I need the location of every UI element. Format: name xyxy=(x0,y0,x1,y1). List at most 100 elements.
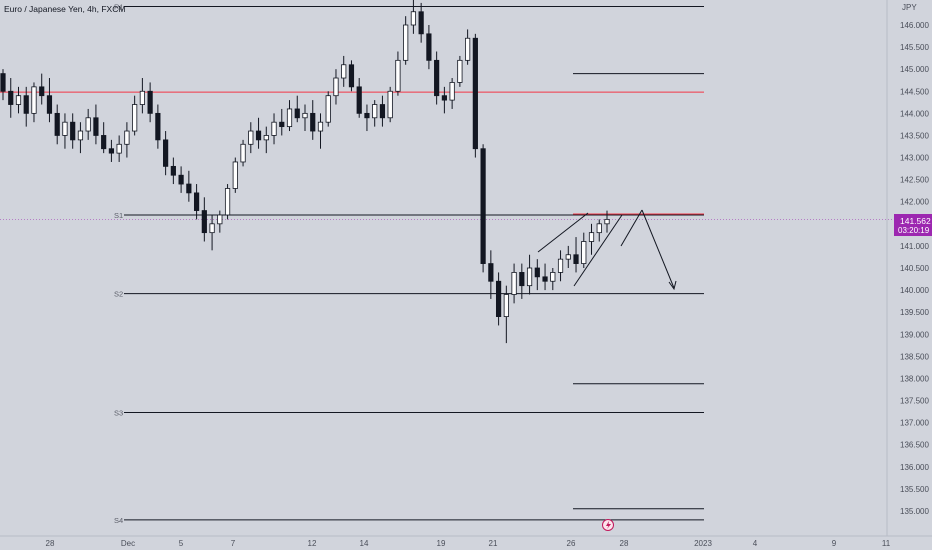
candle xyxy=(163,131,169,176)
price-tick-label: 144.500 xyxy=(900,87,929,96)
candle xyxy=(0,69,6,101)
candle xyxy=(434,51,440,105)
candle xyxy=(410,0,417,34)
time-tick-label: 26 xyxy=(567,539,576,548)
candle xyxy=(217,210,223,233)
candle xyxy=(39,73,45,105)
time-tick-label: 11 xyxy=(882,539,891,548)
candle xyxy=(441,86,447,114)
price-tick-label: 139.500 xyxy=(900,308,929,317)
candle xyxy=(101,122,107,154)
drawings[interactable] xyxy=(537,209,677,291)
time-tick-label: 12 xyxy=(308,539,317,548)
candle xyxy=(550,268,556,291)
candle xyxy=(387,86,393,123)
candle xyxy=(372,100,378,127)
candle xyxy=(178,166,184,193)
candle xyxy=(557,250,564,282)
current-price-badge xyxy=(894,214,932,236)
candle xyxy=(302,104,308,132)
price-tick-label: 142.000 xyxy=(900,198,929,207)
time-tick-label: 28 xyxy=(620,539,629,548)
pivot-label-s3: S3 xyxy=(114,408,123,417)
pivot-label-s2: S2 xyxy=(114,290,123,299)
candle xyxy=(588,223,595,255)
time-tick-label: 5 xyxy=(179,539,184,548)
time-tick-label: 21 xyxy=(489,539,498,548)
price-tick-label: 135.000 xyxy=(900,507,929,516)
candle xyxy=(139,78,145,114)
candle xyxy=(581,232,587,268)
candle xyxy=(170,157,176,185)
price-tick-label: 141.000 xyxy=(900,242,929,251)
currency-label: JPY xyxy=(902,3,917,12)
lightning-icon[interactable] xyxy=(602,519,614,531)
candle xyxy=(209,214,215,251)
candle xyxy=(54,104,60,145)
candle xyxy=(465,29,471,65)
current-price: 141.562 xyxy=(900,216,931,226)
price-tick-label: 145.000 xyxy=(900,65,929,74)
candle xyxy=(77,122,84,154)
price-scale[interactable]: JPY 146.000 145.500 145.000 144.500 144.000 1… xyxy=(886,0,932,536)
price-tick-label: 143.500 xyxy=(900,131,929,140)
candle xyxy=(341,55,347,87)
arrow-head-icon xyxy=(668,280,677,291)
candle xyxy=(534,259,540,291)
time-tick-label: 2023 xyxy=(694,539,712,548)
candle xyxy=(542,263,548,291)
price-tick-label: 143.000 xyxy=(900,154,929,163)
time-scale[interactable]: 28 Dec 5 7 12 14 19 21 26 28 2023 4 9 11 xyxy=(0,535,932,548)
candle xyxy=(457,55,463,87)
projection-up-leg[interactable] xyxy=(620,209,643,247)
candle xyxy=(108,139,115,162)
candle xyxy=(232,157,238,193)
candle xyxy=(132,95,138,136)
candle xyxy=(449,78,455,109)
candle xyxy=(519,263,525,299)
price-tick-label: 140.500 xyxy=(900,264,929,273)
candle xyxy=(8,78,14,118)
candle xyxy=(255,117,262,149)
bar-countdown: 03:20:19 xyxy=(898,226,930,235)
price-tick-label: 135.500 xyxy=(900,485,929,494)
candle xyxy=(271,113,277,145)
candle xyxy=(263,126,269,154)
price-tick-label: 136.500 xyxy=(900,441,929,450)
price-tick-label: 139.000 xyxy=(900,330,929,339)
candle xyxy=(325,91,331,127)
candle xyxy=(526,254,533,295)
price-tick-label: 138.000 xyxy=(900,374,929,383)
candle xyxy=(488,250,494,299)
candle xyxy=(364,104,370,132)
candle xyxy=(286,100,293,132)
candle xyxy=(23,86,29,127)
candle xyxy=(147,82,153,123)
candle xyxy=(596,219,602,242)
candle xyxy=(333,69,339,105)
price-tick-label: 144.000 xyxy=(900,109,929,118)
candle xyxy=(186,170,192,202)
candle xyxy=(503,285,509,344)
candle xyxy=(224,184,231,220)
price-tick-label: 138.500 xyxy=(900,352,929,361)
time-tick-label: 14 xyxy=(360,539,369,548)
pivot-label-s1: S1 xyxy=(114,211,123,220)
price-tick-label: 145.500 xyxy=(900,43,929,52)
candle xyxy=(573,237,579,273)
candle xyxy=(418,2,424,43)
wedge-lower-line[interactable] xyxy=(573,214,623,287)
projection-down-leg[interactable] xyxy=(641,209,675,289)
time-tick-label: 19 xyxy=(437,539,446,548)
candle xyxy=(116,135,122,162)
candle xyxy=(62,113,68,149)
candle xyxy=(294,95,300,123)
candle xyxy=(348,60,355,92)
wedge-upper-line[interactable] xyxy=(537,212,589,253)
candle xyxy=(403,16,409,65)
candle xyxy=(201,197,207,242)
time-tick-label: 28 xyxy=(46,539,55,548)
candle xyxy=(565,245,571,268)
